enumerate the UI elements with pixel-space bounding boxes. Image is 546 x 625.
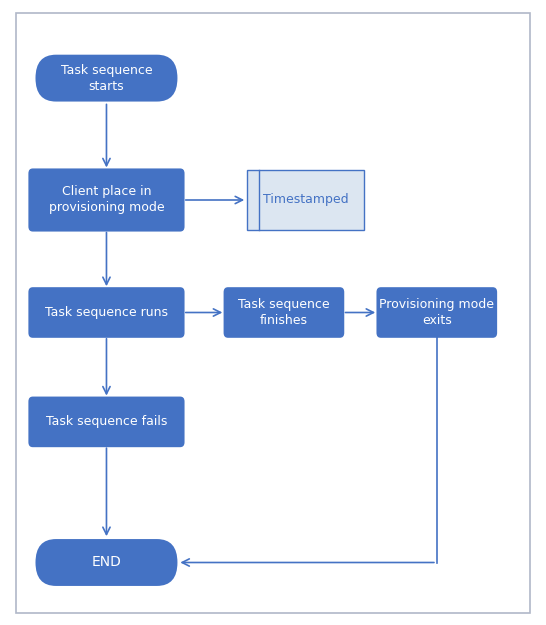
- FancyBboxPatch shape: [247, 170, 365, 229]
- FancyBboxPatch shape: [28, 396, 185, 447]
- Text: Provisioning mode
exits: Provisioning mode exits: [379, 298, 494, 327]
- Text: Timestamped: Timestamped: [263, 194, 348, 206]
- FancyBboxPatch shape: [35, 539, 177, 586]
- Text: Task sequence fails: Task sequence fails: [46, 416, 167, 428]
- FancyBboxPatch shape: [224, 288, 345, 338]
- FancyBboxPatch shape: [16, 12, 530, 612]
- FancyBboxPatch shape: [377, 288, 497, 338]
- Text: Task sequence
starts: Task sequence starts: [61, 64, 152, 92]
- FancyBboxPatch shape: [28, 168, 185, 231]
- Text: Task sequence
finishes: Task sequence finishes: [238, 298, 330, 327]
- Text: Task sequence runs: Task sequence runs: [45, 306, 168, 319]
- Text: END: END: [92, 556, 121, 569]
- FancyBboxPatch shape: [35, 54, 177, 101]
- FancyBboxPatch shape: [28, 288, 185, 338]
- Text: Client place in
provisioning mode: Client place in provisioning mode: [49, 186, 164, 214]
